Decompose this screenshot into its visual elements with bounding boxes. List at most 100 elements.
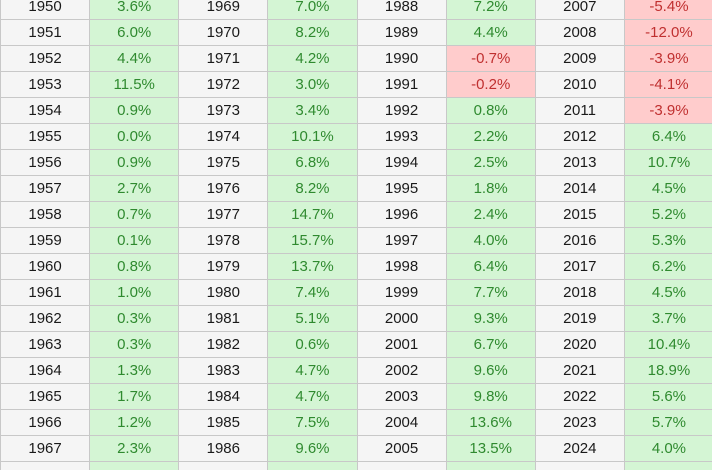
year-cell: 1994	[356, 149, 447, 176]
positive-value-cell: 13.6%	[445, 409, 536, 436]
positive-value-cell: 7.0%	[267, 0, 358, 20]
positive-value-cell: 4.7%	[267, 357, 358, 384]
negative-value-cell: -0.2%	[445, 71, 536, 98]
table-row: 1963 0.3% 1982 0.6% 2001 6.7% 2020 10.4%	[0, 331, 712, 358]
year-cell: 1998	[356, 253, 447, 280]
positive-value-cell: 0.8%	[445, 97, 536, 124]
positive-value-cell: 6.7%	[445, 331, 536, 358]
year-cell: 1980	[178, 279, 269, 306]
year-cell: 1976	[178, 175, 269, 202]
year-cell: 1973	[178, 97, 269, 124]
year-cell: 1960	[0, 253, 91, 280]
year-cell: 2001	[356, 331, 447, 358]
table-row: 1954 0.9% 1973 3.4% 1992 0.8% 2011 -3.9%	[0, 97, 712, 124]
year-cell: 2019	[534, 305, 625, 332]
positive-value-cell: 4.5%	[623, 175, 712, 202]
table-row: 1966 1.2% 1985 7.5% 2004 13.6% 2023 5.7%	[0, 409, 712, 436]
positive-value-cell: 5.7%	[623, 409, 712, 436]
positive-value-cell: 4.5%	[623, 279, 712, 306]
year-cell: 1982	[178, 331, 269, 358]
negative-value-cell: -3.9%	[623, 45, 712, 72]
year-cell: 1985	[178, 409, 269, 436]
positive-value-cell: 3.4%	[267, 97, 358, 124]
year-cell: 2018	[534, 279, 625, 306]
positive-value-cell: 9.8%	[445, 383, 536, 410]
positive-value-cell: 1.0%	[89, 279, 180, 306]
table-row: 1956 0.9% 1975 6.8% 1994 2.5% 2013 10.7%	[0, 149, 712, 176]
positive-value-cell: 6.8%	[267, 149, 358, 176]
positive-value-cell: 2.7%	[89, 175, 180, 202]
positive-value-cell: 5.3%	[623, 227, 712, 254]
year-cell: 1986	[178, 435, 269, 462]
positive-value-cell	[623, 461, 712, 470]
positive-value-cell: 4.0%	[445, 227, 536, 254]
year-cell: 2020	[534, 331, 625, 358]
year-cell: 2000	[356, 305, 447, 332]
year-cell: 1979	[178, 253, 269, 280]
positive-value-cell: 1.3%	[89, 357, 180, 384]
year-cell	[356, 461, 447, 470]
table-row: 1952 4.4% 1971 4.2% 1990 -0.7% 2009 -3.9%	[0, 45, 712, 72]
positive-value-cell: 10.4%	[623, 331, 712, 358]
positive-value-cell: 3.7%	[623, 305, 712, 332]
negative-value-cell: -12.0%	[623, 19, 712, 46]
positive-value-cell: 7.7%	[445, 279, 536, 306]
positive-value-cell: 6.0%	[89, 19, 180, 46]
positive-value-cell: 0.3%	[89, 331, 180, 358]
year-cell	[534, 461, 625, 470]
year-cell: 1969	[178, 0, 269, 20]
table-row: 1955 0.0% 1974 10.1% 1993 2.2% 2012 6.4%	[0, 123, 712, 150]
year-cell: 1954	[0, 97, 91, 124]
year-cell: 1962	[0, 305, 91, 332]
positive-value-cell: 13.5%	[445, 435, 536, 462]
positive-value-cell: 8.2%	[267, 175, 358, 202]
positive-value-cell: 5.6%	[623, 383, 712, 410]
year-cell: 1957	[0, 175, 91, 202]
positive-value-cell: 0.3%	[89, 305, 180, 332]
year-cell: 2007	[534, 0, 625, 20]
positive-value-cell: 11.5%	[89, 71, 180, 98]
positive-value-cell: 6.4%	[623, 123, 712, 150]
positive-value-cell: 4.7%	[267, 383, 358, 410]
year-cell: 1972	[178, 71, 269, 98]
year-cell: 2022	[534, 383, 625, 410]
year-cell: 2003	[356, 383, 447, 410]
year-cell: 1993	[356, 123, 447, 150]
year-cell: 1978	[178, 227, 269, 254]
positive-value-cell: 0.9%	[89, 149, 180, 176]
table-row: 1953 11.5% 1972 3.0% 1991 -0.2% 2010 -4.1%	[0, 71, 712, 98]
year-cell: 1971	[178, 45, 269, 72]
year-cell: 1997	[356, 227, 447, 254]
positive-value-cell: 8.2%	[267, 19, 358, 46]
positive-value-cell: 10.7%	[623, 149, 712, 176]
table-row: 1961 1.0% 1980 7.4% 1999 7.7% 2018 4.5%	[0, 279, 712, 306]
positive-value-cell: 9.3%	[445, 305, 536, 332]
year-cell: 2016	[534, 227, 625, 254]
positive-value-cell: 4.2%	[267, 45, 358, 72]
positive-value-cell: 13.7%	[267, 253, 358, 280]
positive-value-cell: 15.7%	[267, 227, 358, 254]
year-cell: 1989	[356, 19, 447, 46]
year-cell: 2012	[534, 123, 625, 150]
year-cell: 1966	[0, 409, 91, 436]
positive-value-cell: 0.7%	[89, 201, 180, 228]
year-cell: 1995	[356, 175, 447, 202]
table-row: 1960 0.8% 1979 13.7% 1998 6.4% 2017 6.2%	[0, 253, 712, 280]
positive-value-cell: 5.1%	[267, 305, 358, 332]
year-cell: 2017	[534, 253, 625, 280]
positive-value-cell: 14.7%	[267, 201, 358, 228]
table-row: 1964 1.3% 1983 4.7% 2002 9.6% 2021 18.9%	[0, 357, 712, 384]
table-row: 1962 0.3% 1981 5.1% 2000 9.3% 2019 3.7%	[0, 305, 712, 332]
positive-value-cell: 2.2%	[445, 123, 536, 150]
positive-value-cell: 1.7%	[89, 383, 180, 410]
table-row: 1967 2.3% 1986 9.6% 2005 13.5% 2024 4.0%	[0, 435, 712, 462]
positive-value-cell: 4.4%	[89, 45, 180, 72]
year-cell: 2004	[356, 409, 447, 436]
year-cell: 1996	[356, 201, 447, 228]
positive-value-cell: 7.4%	[267, 279, 358, 306]
positive-value-cell: 2.3%	[89, 435, 180, 462]
negative-value-cell: -5.4%	[623, 0, 712, 20]
positive-value-cell: 6.4%	[445, 253, 536, 280]
